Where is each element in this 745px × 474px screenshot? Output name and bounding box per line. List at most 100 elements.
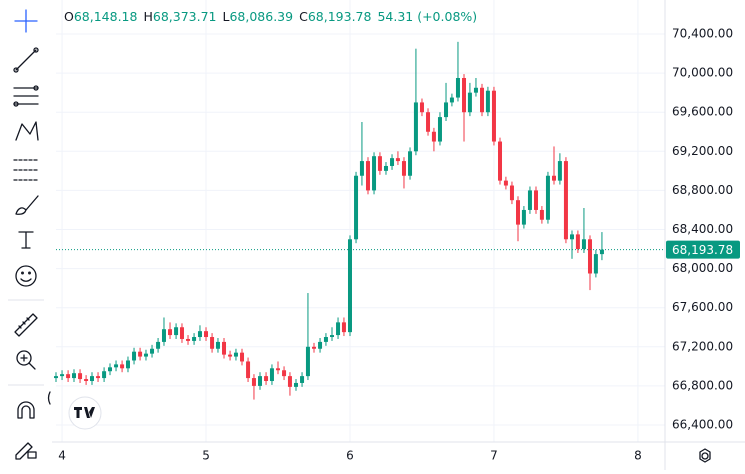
candle-body bbox=[197, 331, 202, 338]
candle bbox=[168, 322, 173, 339]
candle bbox=[258, 372, 263, 390]
candle bbox=[467, 82, 472, 117]
candle-body bbox=[323, 337, 328, 342]
legend-key: L bbox=[223, 9, 230, 24]
candle-body bbox=[480, 87, 485, 113]
candle-body bbox=[341, 322, 346, 333]
candle-body bbox=[359, 161, 364, 176]
candle-body bbox=[509, 185, 514, 201]
candle-body bbox=[354, 175, 359, 240]
candle bbox=[240, 348, 245, 366]
collapse-toggle[interactable] bbox=[47, 391, 51, 405]
candle bbox=[341, 317, 346, 337]
candle bbox=[84, 375, 89, 385]
candle bbox=[282, 366, 287, 381]
pattern-tool[interactable] bbox=[15, 121, 39, 141]
candle-body bbox=[71, 373, 76, 379]
candle-body bbox=[539, 209, 544, 220]
candle bbox=[71, 369, 76, 382]
candle-body bbox=[311, 346, 316, 349]
candle bbox=[498, 137, 503, 185]
candle bbox=[575, 230, 580, 253]
candle bbox=[581, 208, 586, 253]
candle-body bbox=[455, 78, 460, 98]
candle-body bbox=[413, 102, 418, 152]
logo[interactable] bbox=[68, 396, 102, 430]
candle-body bbox=[78, 373, 83, 380]
ohlc-legend: O68,148.18 H68,373.71 L68,086.39 C68,193.78… bbox=[64, 9, 477, 24]
candle-body bbox=[336, 322, 341, 336]
candle-body bbox=[233, 352, 238, 357]
candle bbox=[516, 196, 521, 242]
candle-body bbox=[240, 352, 245, 362]
candle-body bbox=[179, 327, 184, 339]
candle-body bbox=[258, 376, 263, 386]
candle-body bbox=[419, 102, 424, 113]
candle-body bbox=[467, 92, 472, 113]
candle bbox=[545, 171, 550, 224]
candle bbox=[197, 325, 202, 341]
candle-body bbox=[186, 338, 191, 341]
candle-body bbox=[431, 131, 436, 142]
candles bbox=[54, 41, 604, 400]
y-tick-label: 68,800.00 bbox=[672, 183, 733, 197]
candle-body bbox=[462, 78, 467, 113]
legend-value: 68,086.39 bbox=[229, 9, 293, 24]
candle bbox=[120, 360, 125, 373]
candle bbox=[587, 235, 592, 291]
candle bbox=[401, 157, 406, 189]
candle bbox=[54, 372, 58, 382]
x-tick-label: 7 bbox=[490, 449, 498, 463]
text-tool[interactable] bbox=[18, 231, 34, 249]
candle-body bbox=[204, 331, 209, 338]
candle-body bbox=[282, 370, 287, 377]
y-tick-label: 70,400.00 bbox=[672, 27, 733, 41]
candle-body bbox=[329, 335, 334, 338]
settings-button[interactable] bbox=[699, 448, 711, 463]
zoom-tool[interactable] bbox=[16, 350, 36, 370]
candle bbox=[426, 108, 431, 136]
candle-body bbox=[563, 161, 568, 240]
candle bbox=[192, 333, 197, 345]
candle-body bbox=[521, 209, 526, 225]
candle bbox=[305, 293, 310, 381]
y-tick-label: 68,400.00 bbox=[672, 222, 733, 236]
candle bbox=[318, 338, 323, 353]
candle-body bbox=[89, 376, 94, 382]
emoji-tool[interactable] bbox=[15, 265, 37, 287]
candle bbox=[251, 374, 256, 400]
trendline-tool[interactable] bbox=[13, 47, 39, 73]
candle bbox=[210, 333, 215, 353]
candle-body bbox=[557, 161, 562, 181]
candle bbox=[491, 86, 496, 146]
lock-draw-tool[interactable] bbox=[15, 442, 37, 460]
candle bbox=[437, 112, 442, 146]
brush-tool[interactable] bbox=[15, 195, 39, 215]
candle-body bbox=[228, 354, 233, 357]
forecast-tool[interactable] bbox=[13, 159, 39, 181]
ruler-tool[interactable] bbox=[14, 313, 38, 337]
grid bbox=[56, 0, 665, 442]
candle bbox=[336, 317, 341, 339]
x-tick-label: 8 bbox=[634, 449, 642, 463]
legend-value: 68,373.71 bbox=[153, 9, 217, 24]
candle-body bbox=[503, 180, 508, 186]
magnet-tool[interactable] bbox=[17, 401, 35, 419]
candle bbox=[390, 154, 395, 170]
candle bbox=[107, 363, 112, 376]
candle bbox=[156, 338, 161, 353]
price-label: 68,193.78 bbox=[672, 243, 733, 257]
candle-body bbox=[372, 156, 377, 191]
x-tick-label: 4 bbox=[58, 449, 66, 463]
candle bbox=[551, 146, 556, 185]
fib-tool[interactable] bbox=[13, 85, 39, 107]
crosshair-tool[interactable] bbox=[14, 9, 38, 33]
candle bbox=[473, 78, 478, 97]
candle-body bbox=[581, 239, 586, 250]
candle-body bbox=[156, 341, 161, 349]
candle-body bbox=[347, 239, 352, 333]
candle bbox=[593, 250, 598, 278]
candle-body bbox=[599, 249, 604, 255]
candle bbox=[503, 176, 508, 190]
candle bbox=[431, 127, 436, 152]
